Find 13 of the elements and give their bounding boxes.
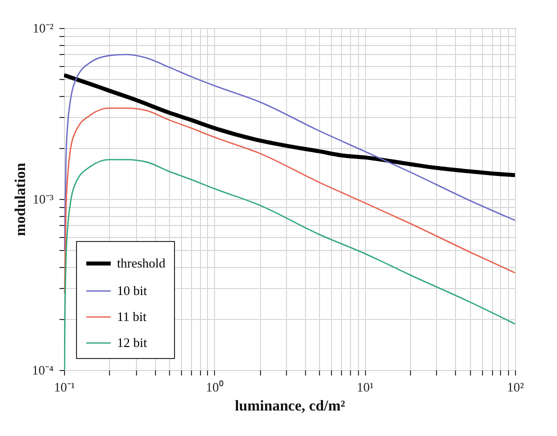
x-tick-label: 10⁻¹ xyxy=(54,380,76,394)
y-axis-title: modulation xyxy=(12,162,29,236)
legend-label: threshold xyxy=(117,256,166,270)
legend-label: 10 bit xyxy=(117,283,148,298)
x-tick-label: 10⁰ xyxy=(206,380,224,394)
y-tick-label: 10⁻⁴ xyxy=(32,362,54,378)
x-tick-label: 10¹ xyxy=(356,380,374,394)
y-tick-label: 10⁻³ xyxy=(32,192,54,206)
legend-label: 11 bit xyxy=(117,309,147,324)
x-tick-label: 10² xyxy=(507,380,524,394)
legend-label: 12 bit xyxy=(117,335,148,350)
y-tick-label: 10⁻² xyxy=(32,20,54,36)
x-axis-title: luminance, cd/m² xyxy=(234,398,346,414)
